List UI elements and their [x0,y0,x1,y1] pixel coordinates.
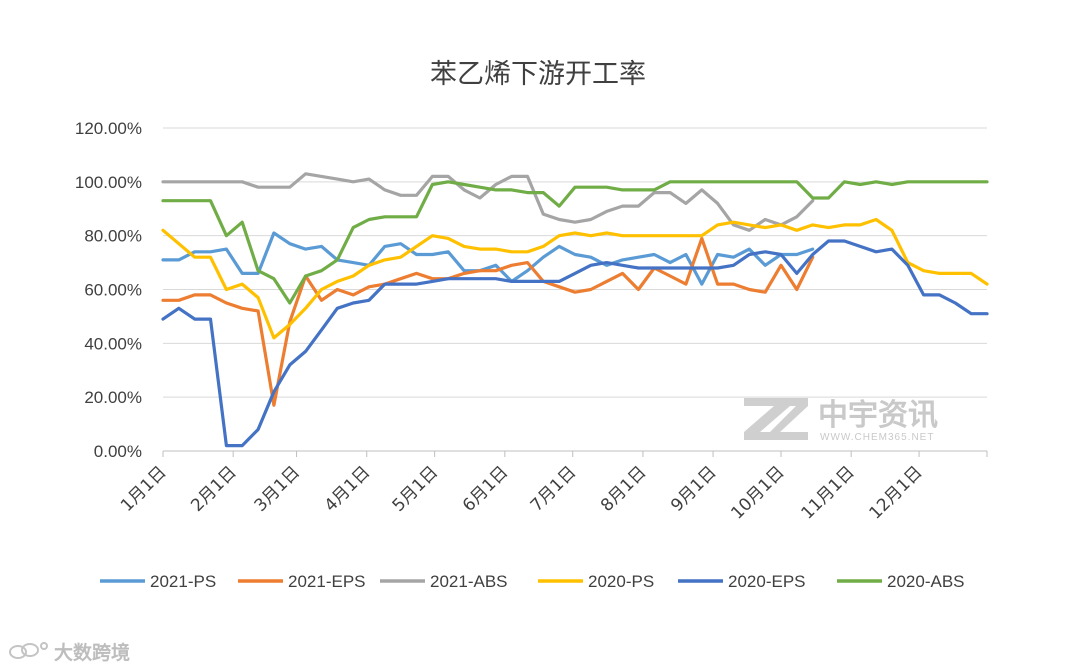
x-tick-label: 2月1日 [187,462,240,515]
y-tick-label: 120.00% [75,119,142,138]
legend-label: 2020-PS [588,572,654,591]
grid [163,127,987,398]
x-tick-label: 5月1日 [389,462,442,515]
series-line-2020-ps [161,217,989,340]
legend-label: 2021-PS [150,572,216,591]
x-tick-label: 10月1日 [727,462,788,523]
chart-title: 苯乙烯下游开工率 [430,59,646,90]
x-tick-label: 6月1日 [459,462,512,515]
y-tick-label: 100.00% [75,173,142,192]
watermark: 中宇资讯 WWW.CHEM365.NET [744,398,938,443]
x-tick-label: 9月1日 [667,462,720,515]
legend: 2021-PS 2021-EPS 2021-ABS 2020-PS 2020-EPS 20… [100,572,965,591]
series-line-2021-eps [161,236,815,407]
y-tick-label: 40.00% [84,334,142,353]
x-tick-label: 3月1日 [251,462,304,515]
watermark-logo-text: 中宇资讯 [818,398,938,433]
y-tick-label: 80.00% [84,227,142,246]
legend-label: 2020-EPS [728,572,806,591]
y-tick-label: 0.00% [94,442,142,461]
series-line-2020-eps [161,239,989,448]
legend-label: 2020-ABS [887,572,965,591]
y-tick-label: 20.00% [84,388,142,407]
y-axis-ticks: 0.00% 20.00% 40.00% 60.00% 80.00% 100.00% 120.… [75,119,142,461]
x-axis: 1月1日 2月1日 3月1日 4月1日 5月1日 6月1日 7月1日 8月1日 9月1日 10月1… [117,450,988,524]
x-tick-label: 8月1日 [597,462,650,515]
legend-label: 2021-ABS [430,572,508,591]
legend-label: 2021-EPS [288,572,366,591]
series-line-2021-abs [161,172,815,232]
x-tick-label: 1月1日 [117,462,170,515]
x-tick-label: 11月1日 [798,462,859,523]
source-text: 大数跨境 [54,641,130,664]
series-line-2020-abs [161,180,989,305]
x-tick-label: 7月1日 [527,462,580,515]
x-tick-label: 4月1日 [321,462,374,515]
chain-link-icon [9,642,48,659]
source-mark: 大数跨境 [9,641,130,664]
series-line-2021-ps [161,231,815,286]
watermark-logo-icon [744,398,808,440]
series-lines [161,172,989,448]
y-tick-label: 60.00% [84,281,142,300]
x-tick-label: 12月1日 [865,462,926,523]
watermark-url: WWW.CHEM365.NET [820,432,934,443]
